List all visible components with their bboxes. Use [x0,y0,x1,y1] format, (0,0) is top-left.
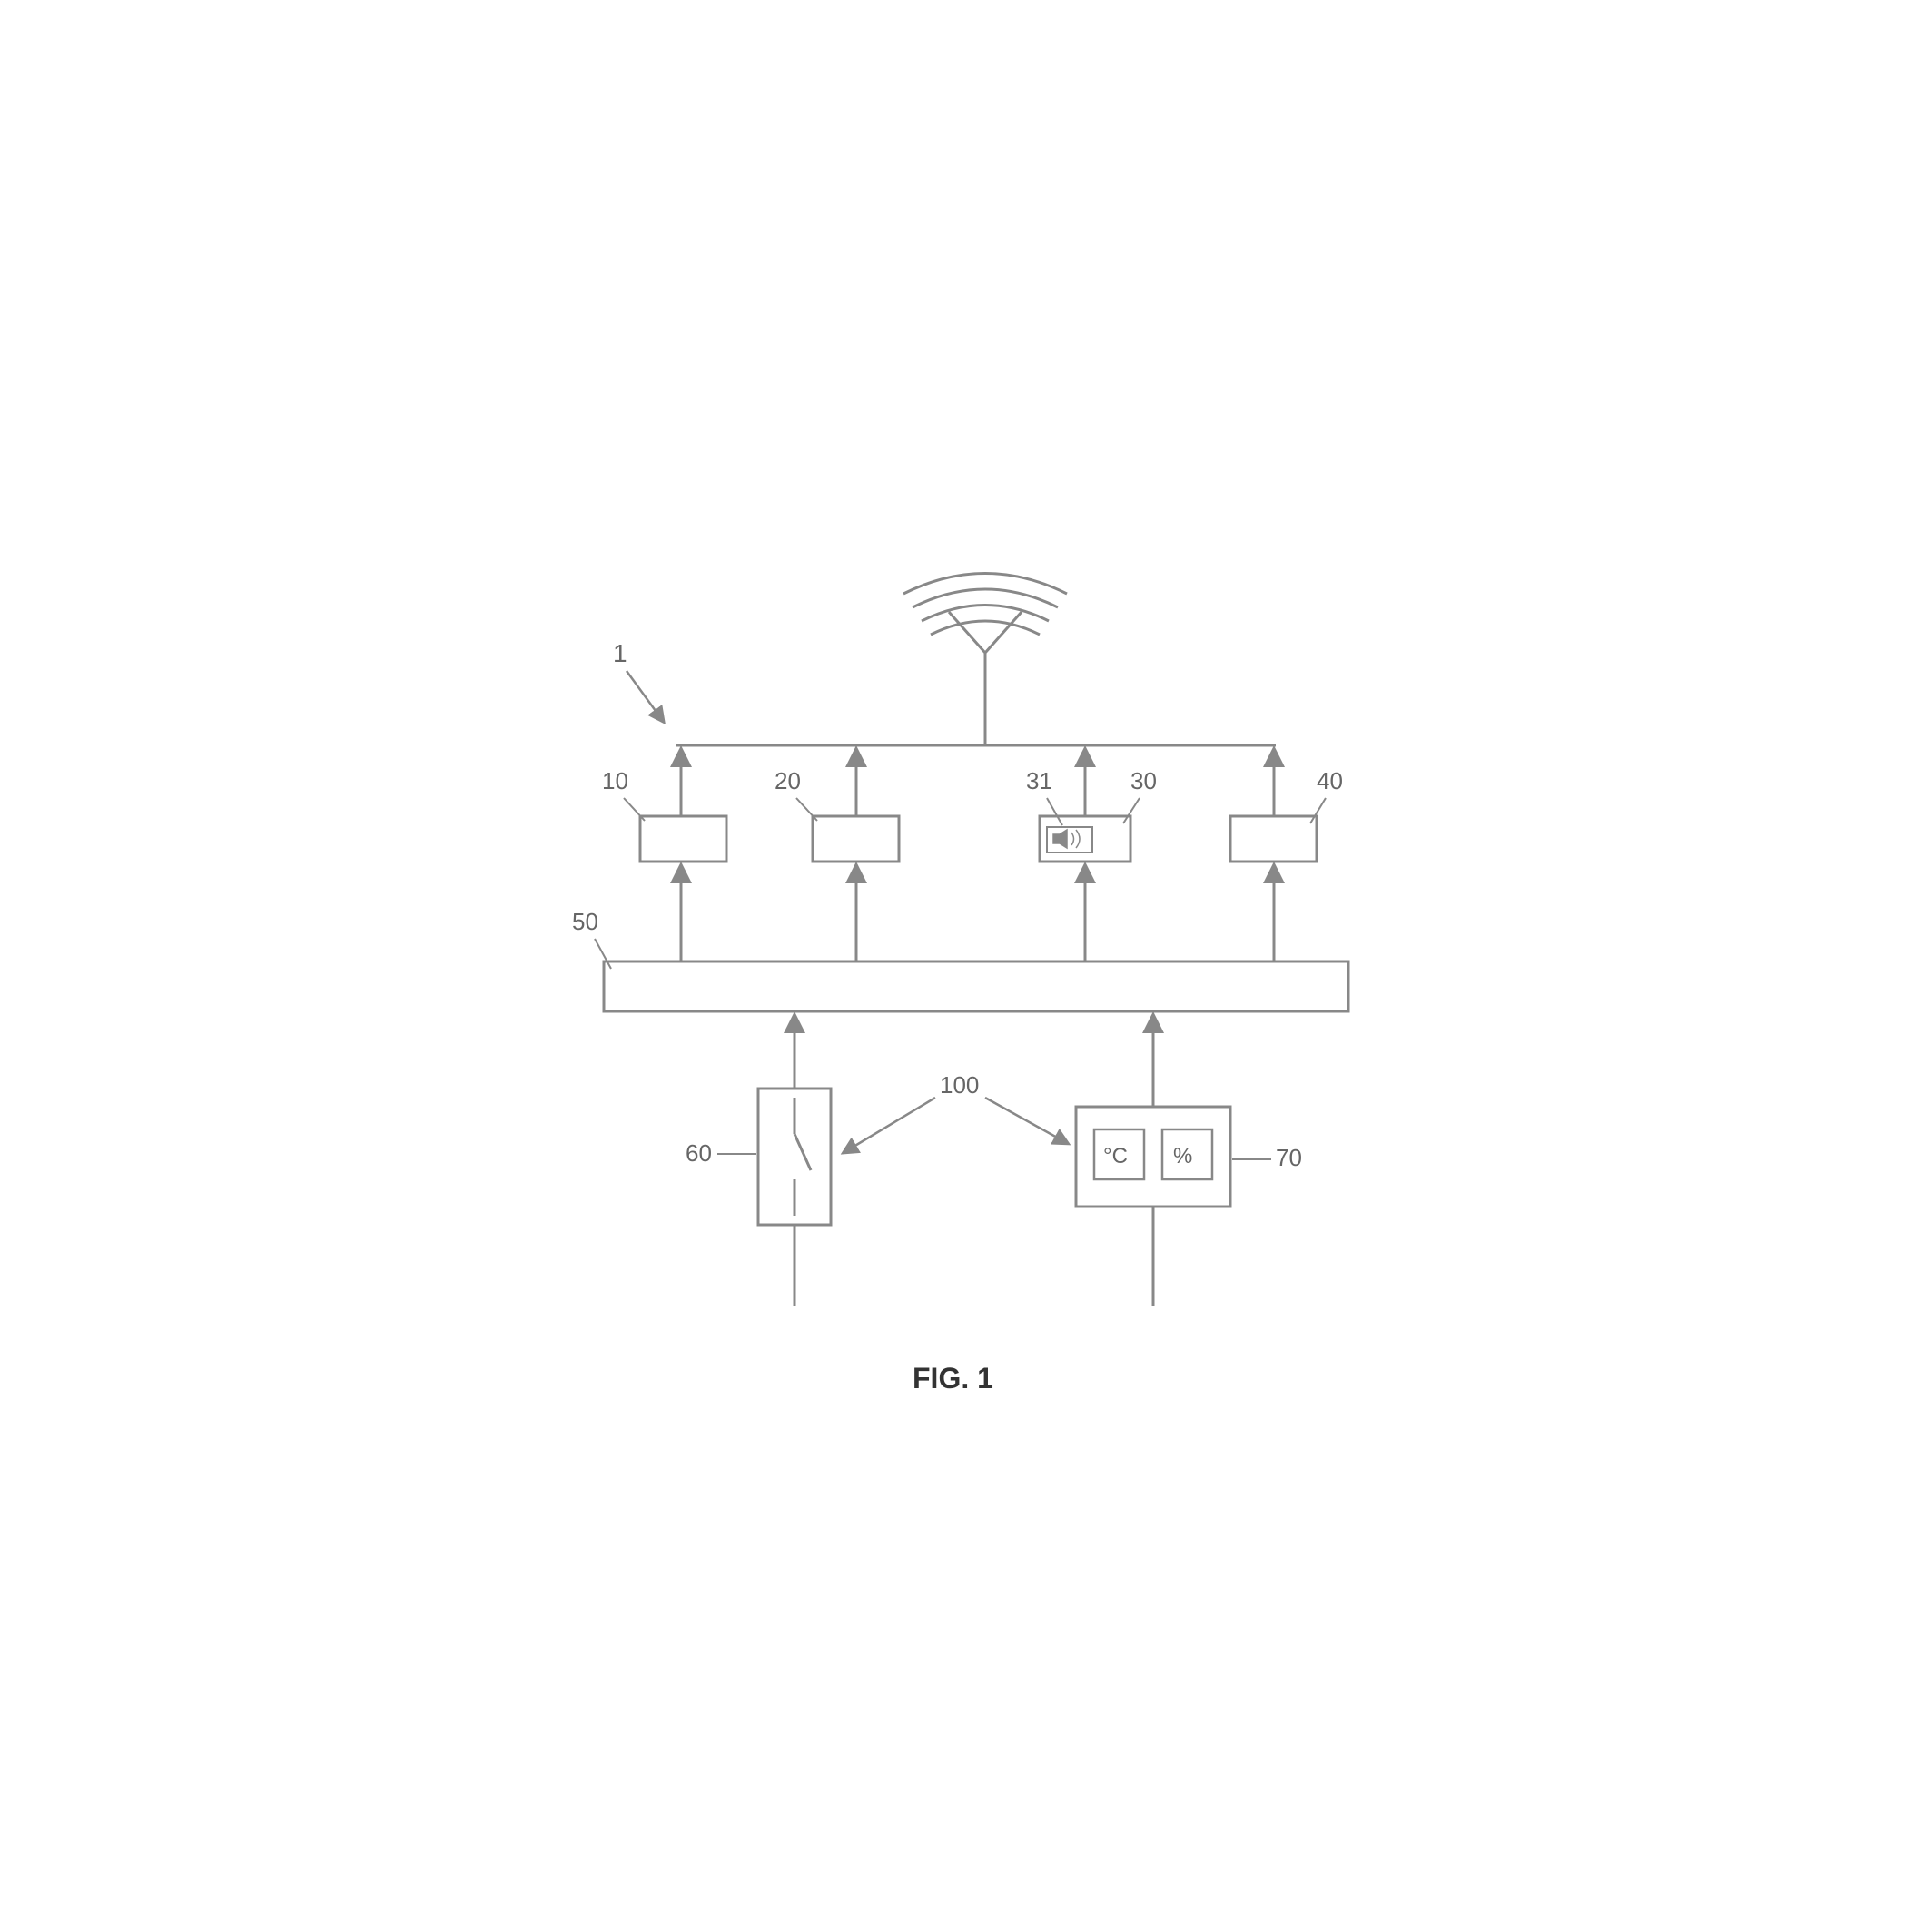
label-1: 1 [613,639,627,667]
arrow-1 [627,671,663,721]
arrow-100-left [844,1098,935,1152]
figure-label: FIG. 1 [913,1362,993,1395]
label-40: 40 [1317,767,1343,794]
label-31: 31 [1026,767,1052,794]
label-70: 70 [1276,1144,1302,1171]
block-31-leader [1047,798,1062,825]
antenna-icon [949,612,1022,744]
label-30: 30 [1130,767,1157,794]
antenna-signal-icon [903,574,1067,636]
speaker-icon [1053,830,1080,848]
block-20 [813,816,899,862]
temperature-symbol: °C [1103,1144,1128,1168]
block-20-leader [796,798,817,821]
label-10: 10 [602,767,628,794]
sensor-block [1076,1107,1230,1207]
diagram-svg: 10 20 31 30 40 50 [504,508,1412,1424]
humidity-symbol: % [1173,1144,1192,1168]
block-10-leader [624,798,645,821]
label-100: 100 [940,1071,979,1099]
bus-bar-50 [604,961,1348,1011]
arrow-100-right [985,1098,1067,1143]
block-40 [1230,816,1317,862]
label-50: 50 [572,908,598,935]
switch-icon [795,1098,811,1216]
label-20: 20 [775,767,801,794]
diagram-container: 10 20 31 30 40 50 [504,508,1412,1424]
block-10 [640,816,726,862]
label-60: 60 [686,1139,712,1167]
